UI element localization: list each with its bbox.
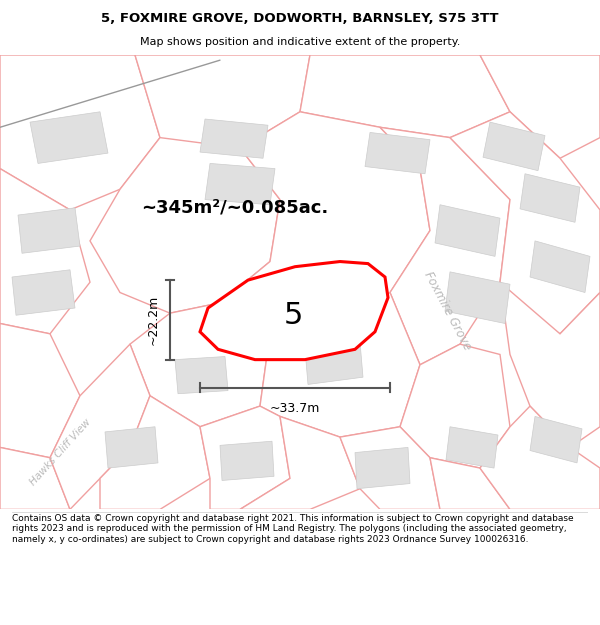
- Text: Map shows position and indicative extent of the property.: Map shows position and indicative extent…: [140, 38, 460, 48]
- Polygon shape: [220, 112, 430, 334]
- Polygon shape: [480, 55, 600, 158]
- Polygon shape: [520, 174, 580, 222]
- Polygon shape: [200, 406, 290, 509]
- Polygon shape: [305, 342, 363, 384]
- Polygon shape: [175, 356, 228, 394]
- Polygon shape: [445, 272, 510, 324]
- Text: Hawks Cliff View: Hawks Cliff View: [28, 418, 92, 488]
- Polygon shape: [105, 427, 158, 468]
- Polygon shape: [0, 55, 160, 210]
- Polygon shape: [30, 112, 108, 163]
- Polygon shape: [450, 112, 600, 334]
- Polygon shape: [300, 55, 510, 138]
- Text: Contains OS data © Crown copyright and database right 2021. This information is : Contains OS data © Crown copyright and d…: [12, 514, 574, 544]
- Polygon shape: [365, 132, 430, 174]
- Polygon shape: [200, 119, 268, 158]
- Text: Foxmire Grove: Foxmire Grove: [422, 269, 474, 352]
- Polygon shape: [446, 427, 498, 468]
- Polygon shape: [0, 324, 80, 458]
- Polygon shape: [340, 427, 440, 509]
- Polygon shape: [12, 270, 75, 315]
- Polygon shape: [435, 205, 500, 256]
- Polygon shape: [130, 303, 270, 427]
- Text: ~22.2m: ~22.2m: [147, 295, 160, 345]
- Polygon shape: [18, 208, 80, 253]
- Polygon shape: [430, 458, 510, 509]
- Polygon shape: [220, 441, 274, 481]
- Polygon shape: [50, 344, 150, 509]
- Text: 5: 5: [283, 301, 303, 330]
- Polygon shape: [530, 241, 590, 292]
- Polygon shape: [90, 138, 280, 313]
- Polygon shape: [240, 416, 360, 509]
- Polygon shape: [380, 127, 510, 365]
- Polygon shape: [483, 122, 545, 171]
- Polygon shape: [0, 169, 90, 334]
- Polygon shape: [200, 261, 388, 359]
- Polygon shape: [400, 344, 510, 468]
- Polygon shape: [205, 163, 275, 205]
- Polygon shape: [0, 448, 70, 509]
- Polygon shape: [100, 396, 210, 509]
- Text: 5, FOXMIRE GROVE, DODWORTH, BARNSLEY, S75 3TT: 5, FOXMIRE GROVE, DODWORTH, BARNSLEY, S7…: [101, 12, 499, 25]
- Polygon shape: [260, 292, 420, 437]
- Polygon shape: [355, 448, 410, 489]
- Polygon shape: [500, 282, 600, 448]
- Text: ~33.7m: ~33.7m: [270, 402, 320, 415]
- Text: ~345m²/~0.085ac.: ~345m²/~0.085ac.: [142, 199, 329, 217]
- Polygon shape: [530, 416, 582, 463]
- Polygon shape: [480, 406, 600, 509]
- Polygon shape: [135, 55, 310, 153]
